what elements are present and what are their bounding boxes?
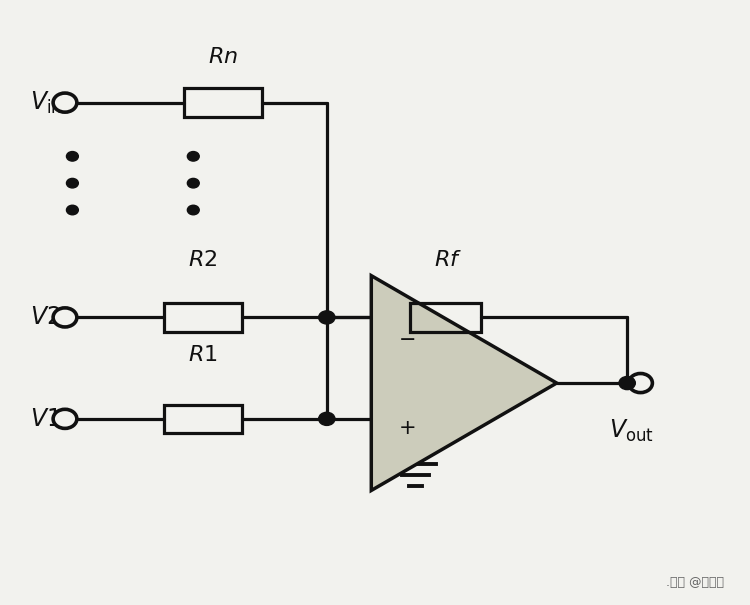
Bar [184, 88, 262, 117]
Circle shape [619, 376, 635, 390]
Circle shape [53, 410, 76, 428]
Circle shape [188, 205, 200, 215]
Text: $Rf$: $Rf$ [433, 250, 462, 270]
Text: $V1$: $V1$ [30, 407, 61, 431]
Circle shape [67, 205, 78, 215]
Circle shape [188, 178, 200, 188]
Bar [164, 405, 242, 433]
Circle shape [188, 151, 200, 161]
Circle shape [319, 311, 335, 324]
Text: $V_{\mathrm{out}}$: $V_{\mathrm{out}}$ [609, 417, 653, 444]
Circle shape [67, 151, 78, 161]
Text: $R2$: $R2$ [188, 250, 218, 270]
Circle shape [319, 412, 335, 425]
Text: $+$: $+$ [398, 418, 416, 438]
Bar [410, 303, 481, 332]
Text: $R1$: $R1$ [188, 345, 218, 365]
Circle shape [628, 373, 652, 393]
Text: .头条 @机电匠: .头条 @机电匠 [665, 576, 724, 589]
Bar [164, 303, 242, 332]
Circle shape [53, 93, 76, 112]
Polygon shape [371, 276, 556, 491]
Text: $V_{\mathrm{in}}$: $V_{\mathrm{in}}$ [30, 90, 62, 116]
Circle shape [67, 178, 78, 188]
Text: $Rn$: $Rn$ [208, 47, 238, 67]
Text: $-$: $-$ [398, 329, 416, 348]
Circle shape [53, 308, 76, 327]
Text: $V2$: $V2$ [30, 306, 61, 329]
